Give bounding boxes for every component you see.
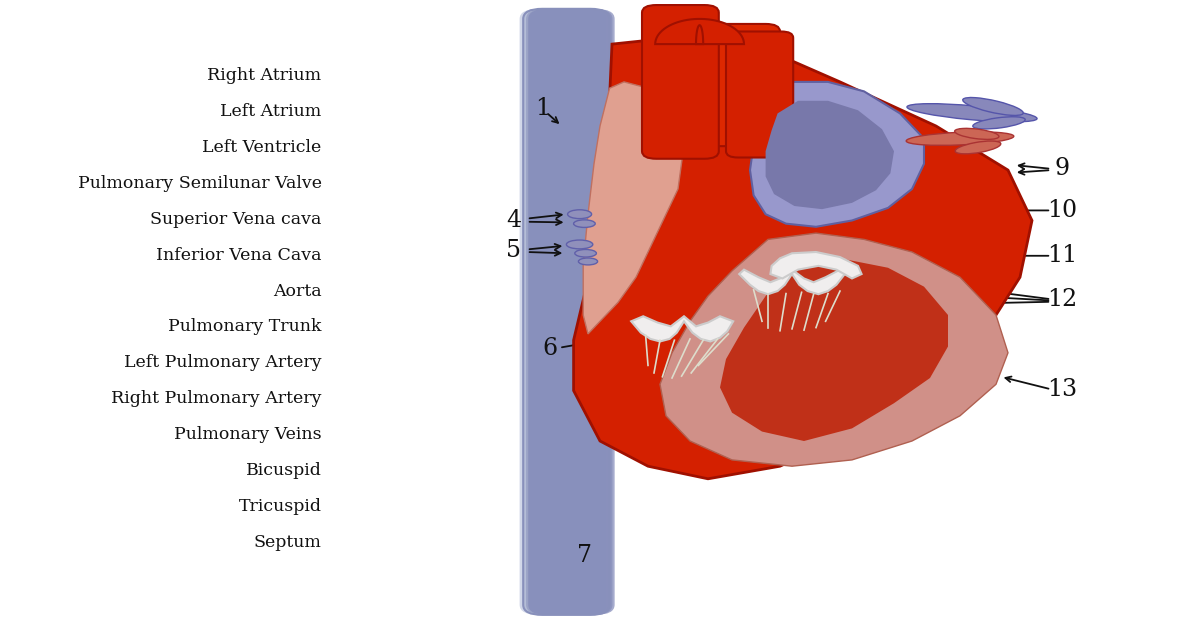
Text: Inferior Vena Cava: Inferior Vena Cava	[156, 247, 322, 263]
Polygon shape	[770, 252, 862, 278]
Polygon shape	[750, 82, 924, 227]
Ellipse shape	[962, 98, 1024, 115]
Polygon shape	[766, 101, 894, 209]
Polygon shape	[631, 316, 733, 341]
Polygon shape	[720, 258, 948, 441]
Text: 8: 8	[622, 260, 636, 282]
Text: Tricuspid: Tricuspid	[239, 498, 322, 515]
Ellipse shape	[906, 132, 1014, 146]
Text: 14: 14	[839, 222, 870, 244]
Text: 1: 1	[535, 97, 550, 120]
Ellipse shape	[955, 141, 1001, 154]
Text: 6: 6	[542, 337, 557, 360]
Text: Right Atrium: Right Atrium	[208, 67, 322, 84]
FancyBboxPatch shape	[523, 9, 610, 615]
Ellipse shape	[574, 220, 595, 227]
FancyBboxPatch shape	[520, 9, 606, 615]
Text: Right Pulmonary Artery: Right Pulmonary Artery	[112, 391, 322, 407]
Text: 3: 3	[766, 149, 780, 172]
Ellipse shape	[907, 104, 1037, 122]
Text: 2: 2	[636, 121, 650, 144]
FancyBboxPatch shape	[726, 32, 793, 158]
Ellipse shape	[578, 258, 598, 265]
Text: 12: 12	[1046, 288, 1078, 311]
Text: Left Pulmonary Artery: Left Pulmonary Artery	[124, 355, 322, 371]
FancyBboxPatch shape	[703, 24, 780, 146]
Text: 7: 7	[577, 544, 592, 567]
Ellipse shape	[973, 117, 1025, 129]
Ellipse shape	[955, 129, 998, 139]
Ellipse shape	[575, 249, 596, 257]
Text: Pulmonary Veins: Pulmonary Veins	[174, 427, 322, 443]
FancyBboxPatch shape	[526, 9, 612, 615]
Text: 11: 11	[1046, 244, 1078, 267]
Text: 5: 5	[506, 239, 521, 262]
FancyBboxPatch shape	[642, 5, 719, 159]
Polygon shape	[660, 233, 1008, 466]
Text: Septum: Septum	[253, 534, 322, 551]
Ellipse shape	[566, 240, 593, 249]
Text: 13: 13	[1046, 378, 1078, 401]
Text: 4: 4	[506, 209, 521, 232]
Text: 15: 15	[899, 318, 930, 340]
Polygon shape	[739, 270, 845, 294]
Text: Pulmonary Semilunar Valve: Pulmonary Semilunar Valve	[78, 175, 322, 192]
Polygon shape	[655, 19, 744, 44]
Text: Bicuspid: Bicuspid	[246, 462, 322, 479]
Text: 9: 9	[1055, 158, 1069, 180]
Polygon shape	[583, 82, 684, 334]
Text: Superior Vena cava: Superior Vena cava	[150, 211, 322, 227]
Text: Aorta: Aorta	[272, 283, 322, 299]
Text: Left Atrium: Left Atrium	[221, 103, 322, 120]
Ellipse shape	[568, 210, 592, 219]
Text: 10: 10	[1046, 199, 1078, 222]
FancyBboxPatch shape	[528, 9, 614, 615]
Polygon shape	[574, 38, 1032, 479]
Text: Pulmonary Trunk: Pulmonary Trunk	[168, 319, 322, 335]
Text: Left Ventricle: Left Ventricle	[203, 139, 322, 156]
